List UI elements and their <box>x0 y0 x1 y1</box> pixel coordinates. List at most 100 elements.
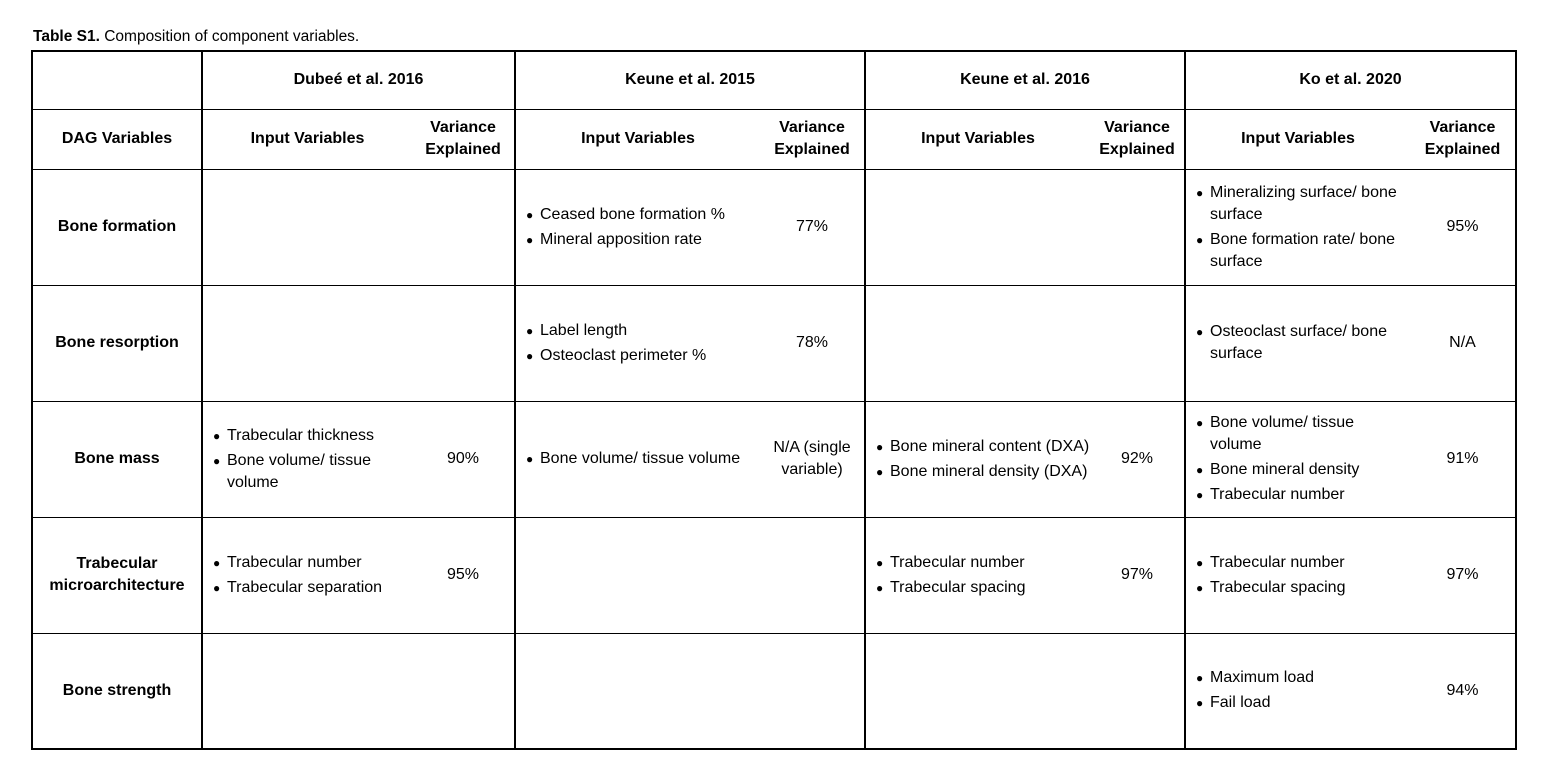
input-variable-list: Maximum load Fail load <box>1186 667 1410 714</box>
input-variables-cell: Osteoclast surface/ bone surface <box>1185 285 1410 402</box>
input-variable-item: Bone volume/ tissue volume <box>1196 412 1410 456</box>
dag-variable-label: Bone strength <box>31 633 203 750</box>
input-variables-header: Input Variables <box>515 109 760 170</box>
variance-header-line2: Explained <box>774 141 850 158</box>
input-variables-cell: Trabecular number Trabecular spacing <box>1185 517 1410 634</box>
dag-variable-label: Bone resorption <box>31 285 203 402</box>
input-variable-item: Trabecular number <box>1196 484 1410 506</box>
column-header-row: DAG Variables Input Variables Variance Exp… <box>31 109 1517 170</box>
input-variable-item: Bone volume/ tissue volume <box>526 448 760 470</box>
input-variable-list: Osteoclast surface/ bone surface <box>1186 321 1410 365</box>
input-variables-cell: Trabecular number Trabecular spacing <box>865 517 1090 634</box>
variance-explained-header: Variance Explained <box>1090 109 1186 170</box>
input-variables-cell <box>865 169 1090 286</box>
input-variable-item: Trabecular number <box>876 552 1090 574</box>
input-variables-cell <box>515 633 760 750</box>
table-row: Bone resorption Label length Osteoclast pe… <box>31 285 1517 402</box>
dag-variable-label: Bone formation <box>31 169 203 286</box>
input-variable-list: Trabecular number Trabecular separation <box>203 552 412 599</box>
input-variables-cell: Mineralizing surface/ bone surfaceBone f… <box>1185 169 1410 286</box>
table-row: Trabecular microarchitectureTrabecular n… <box>31 517 1517 634</box>
input-variables-cell <box>202 633 412 750</box>
composition-table: Dubeé et al. 2016 Keune et al. 2015 Keun… <box>31 50 1517 750</box>
variance-explained-cell: 97% <box>1410 517 1517 634</box>
input-variables-cell: Maximum load Fail load <box>1185 633 1410 750</box>
input-variable-item: Ceased bone formation % <box>526 204 760 226</box>
variance-header-line2: Explained <box>1424 141 1501 158</box>
study-header: Dubeé et al. 2016 <box>202 50 516 110</box>
input-variable-list: Bone volume/ tissue volume <box>516 448 760 470</box>
variance-explained-cell: 95% <box>412 517 516 634</box>
table-body: Dubeé et al. 2016 Keune et al. 2015 Keun… <box>31 50 1517 750</box>
variance-explained-cell: 97% <box>1090 517 1186 634</box>
input-variables-cell: Trabecular thickness Bone volume/ tissue … <box>202 401 412 518</box>
input-variables-header: Input Variables <box>865 109 1090 170</box>
variance-explained-header: Variance Explained <box>760 109 866 170</box>
input-variables-cell: Bone volume/ tissue volume <box>515 401 760 518</box>
study-header: Keune et al. 2015 <box>515 50 866 110</box>
input-variable-item: Bone formation rate/ bone surface <box>1196 229 1410 273</box>
variance-explained-cell: 78% <box>760 285 866 402</box>
caption-label: Table S1. <box>33 28 100 45</box>
input-variable-item: Trabecular thickness <box>213 425 412 447</box>
variance-explained-cell <box>412 169 516 286</box>
table-row: Bone formation Ceased bone formation % Min… <box>31 169 1517 286</box>
variance-header-line1: Variance <box>1104 119 1170 136</box>
input-variable-item: Trabecular number <box>1196 552 1410 574</box>
input-variables-cell <box>865 285 1090 402</box>
input-variable-item: Trabecular number <box>213 552 412 574</box>
input-variables-cell: Bone volume/ tissue volume Bone mineral d… <box>1185 401 1410 518</box>
variance-explained-cell: 91% <box>1410 401 1517 518</box>
input-variable-item: Osteoclast surface/ bone surface <box>1196 321 1410 365</box>
variance-explained-cell <box>1090 169 1186 286</box>
variance-explained-cell <box>760 517 866 634</box>
table-caption: Table S1. Composition of component varia… <box>33 28 359 46</box>
variance-explained-header: Variance Explained <box>1410 109 1517 170</box>
input-variable-list: Bone volume/ tissue volume Bone mineral d… <box>1186 412 1410 506</box>
input-variable-item: Trabecular spacing <box>1196 577 1410 599</box>
variance-explained-cell: 92% <box>1090 401 1186 518</box>
variance-header-line2: Explained <box>1099 141 1175 158</box>
corner-cell <box>31 50 203 110</box>
input-variables-cell <box>202 285 412 402</box>
study-header: Keune et al. 2016 <box>865 50 1186 110</box>
variance-explained-cell: 95% <box>1410 169 1517 286</box>
input-variables-cell: Bone mineral content (DXA) Bone mineral d… <box>865 401 1090 518</box>
input-variables-cell: Ceased bone formation % Mineral appositio… <box>515 169 760 286</box>
input-variable-list: Ceased bone formation % Mineral appositio… <box>516 204 760 251</box>
input-variables-cell: Label length Osteoclast perimeter % <box>515 285 760 402</box>
variance-header-line1: Variance <box>1429 119 1496 136</box>
input-variable-item: Bone volume/ tissue volume <box>213 450 412 494</box>
input-variable-item: Mineralizing surface/ bone surface <box>1196 182 1410 226</box>
input-variables-cell <box>515 517 760 634</box>
input-variables-cell: Trabecular number Trabecular separation <box>202 517 412 634</box>
variance-header-line1: Variance <box>430 119 496 136</box>
input-variable-item: Label length <box>526 320 760 342</box>
input-variable-list: Mineralizing surface/ bone surfaceBone f… <box>1186 182 1410 273</box>
input-variable-item: Bone mineral content (DXA) <box>876 436 1090 458</box>
variance-explained-cell: 90% <box>412 401 516 518</box>
variance-explained-cell <box>1090 633 1186 750</box>
caption-text: Composition of component variables. <box>104 28 360 45</box>
input-variable-item: Maximum load <box>1196 667 1410 689</box>
input-variables-cell <box>865 633 1090 750</box>
study-header: Ko et al. 2020 <box>1185 50 1517 110</box>
input-variables-header: Input Variables <box>1185 109 1410 170</box>
dag-variable-label: Trabecular microarchitecture <box>31 517 203 634</box>
input-variable-item: Fail load <box>1196 692 1410 714</box>
variance-explained-header: Variance Explained <box>412 109 516 170</box>
input-variable-list: Trabecular number Trabecular spacing <box>1186 552 1410 599</box>
variance-explained-cell: N/A (single variable) <box>760 401 866 518</box>
variance-header-line2: Explained <box>425 141 501 158</box>
input-variable-list: Trabecular number Trabecular spacing <box>866 552 1090 599</box>
variance-explained-cell: N/A <box>1410 285 1517 402</box>
variance-explained-cell <box>760 633 866 750</box>
input-variable-item: Trabecular separation <box>213 577 412 599</box>
variance-explained-cell <box>412 285 516 402</box>
input-variable-list: Label length Osteoclast perimeter % <box>516 320 760 367</box>
dag-variable-label: Bone mass <box>31 401 203 518</box>
input-variable-item: Trabecular spacing <box>876 577 1090 599</box>
input-variable-list: Bone mineral content (DXA) Bone mineral d… <box>866 436 1090 483</box>
input-variable-item: Mineral apposition rate <box>526 229 760 251</box>
